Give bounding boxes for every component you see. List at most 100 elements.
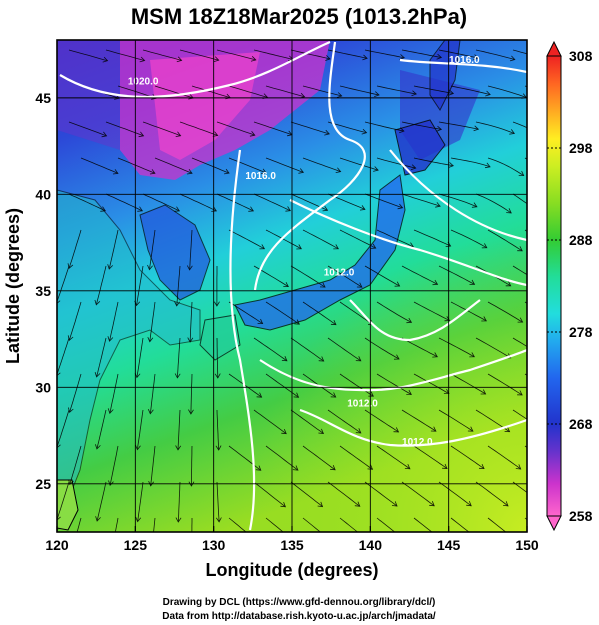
streamline [149, 373, 156, 414]
streamline-arrowhead [411, 90, 417, 97]
x-tick-label: 125 [124, 537, 148, 553]
streamline-arrowhead [67, 335, 74, 342]
colorbar-label: 258 [569, 508, 593, 524]
streamline-arrowhead [174, 373, 181, 379]
streamline-arrowhead [509, 129, 516, 135]
streamline [253, 193, 291, 212]
streamline-arrowhead [109, 553, 114, 558]
x-tick-label: 150 [515, 537, 539, 553]
streamline-arrowhead [471, 202, 478, 208]
streamline [302, 445, 336, 471]
streamline [253, 337, 288, 362]
streamline [487, 517, 507, 532]
x-axis-label: Longitude (degrees) [205, 560, 378, 580]
streamline [265, 517, 284, 532]
isobar-line [389, 149, 527, 242]
streamline [438, 481, 472, 507]
streamline-arrowhead [393, 354, 400, 360]
streamline [339, 373, 374, 397]
streamline [364, 121, 404, 132]
streamline-arrowhead [509, 55, 516, 62]
streamline-arrowhead [175, 517, 182, 523]
streamline [450, 229, 487, 249]
streamline-arrowhead [517, 246, 523, 252]
streamline-arrowhead [256, 392, 263, 398]
streamline-arrowhead [108, 480, 114, 486]
streamline-arrowhead [480, 389, 487, 395]
streamline [228, 373, 262, 398]
streamline-arrowhead [542, 355, 547, 360]
honshu [234, 174, 406, 331]
streamline-arrowhead [335, 167, 342, 173]
streamline-arrowhead [102, 56, 109, 63]
streamline [512, 481, 527, 494]
streamline-arrowhead [448, 89, 455, 96]
streamline-arrowhead [147, 264, 153, 271]
streamline-arrowhead [292, 465, 299, 471]
colorbar-max-arrow [546, 40, 562, 57]
streamline-arrowhead [174, 301, 181, 307]
gridlines [57, 40, 527, 532]
streamline [290, 337, 324, 362]
streamline-arrowhead [540, 502, 545, 507]
isobar-labels: 1020.0 1016.0 1016.0 1012.0 1012.0 1012.0 [128, 55, 480, 448]
streamline-arrowhead [175, 131, 182, 137]
streamline-arrowhead [330, 465, 336, 471]
streamline-arrowhead [503, 501, 509, 507]
isobar-line [253, 41, 366, 291]
streamline [450, 373, 486, 395]
streamline-arrowhead [149, 169, 156, 175]
streamline-arrowhead [551, 538, 556, 543]
streamline [290, 49, 331, 60]
streamline-arrowhead [67, 263, 74, 269]
streamline-arrowhead [504, 427, 511, 433]
streamline [512, 409, 527, 420]
streamline-arrowhead [466, 500, 472, 507]
streamline [475, 121, 515, 134]
streamline-arrowhead [362, 54, 368, 61]
streamline [177, 481, 181, 523]
streamline [450, 517, 470, 532]
streamline-arrowhead [361, 128, 368, 135]
streamline [327, 409, 362, 434]
streamline-arrowhead [505, 281, 512, 287]
streamline [475, 193, 512, 214]
streamline [57, 409, 70, 449]
streamline [68, 49, 108, 62]
streamline [401, 481, 435, 507]
streamline-arrowhead [477, 538, 482, 543]
streamline-arrowhead [473, 125, 480, 132]
isobar-line [289, 199, 527, 287]
streamline [253, 121, 293, 136]
streamline [438, 409, 474, 432]
streamline [228, 229, 265, 250]
streamline-arrowhead [322, 205, 329, 212]
streamline [376, 373, 412, 395]
taiwan [57, 479, 79, 531]
y-axis: 25 30 35 40 45 [35, 90, 51, 492]
y-tick-label: 25 [35, 476, 51, 492]
streamline [376, 157, 416, 169]
streamline [216, 481, 220, 522]
streamline [413, 229, 451, 247]
streamline-arrowhead [318, 356, 325, 362]
streamline-arrowhead [250, 56, 257, 62]
streamline-arrowhead [213, 301, 220, 307]
streamline [302, 85, 342, 97]
streamline-arrowhead [112, 169, 119, 175]
streamline [109, 373, 119, 414]
streamline [376, 301, 412, 323]
streamline [290, 265, 326, 288]
streamline-arrowhead [255, 465, 262, 471]
kyushu [199, 314, 241, 361]
streamline-arrowhead [374, 91, 380, 97]
streamline-arrowhead [330, 319, 337, 326]
colorbar-label: 278 [569, 324, 593, 340]
streamline [339, 85, 380, 96]
streamline-arrowhead [187, 337, 194, 343]
streamline-arrowhead [259, 244, 266, 250]
streamline-arrowhead [95, 444, 101, 450]
streamline [401, 337, 438, 358]
streamline [137, 409, 144, 450]
streamline [150, 445, 156, 486]
